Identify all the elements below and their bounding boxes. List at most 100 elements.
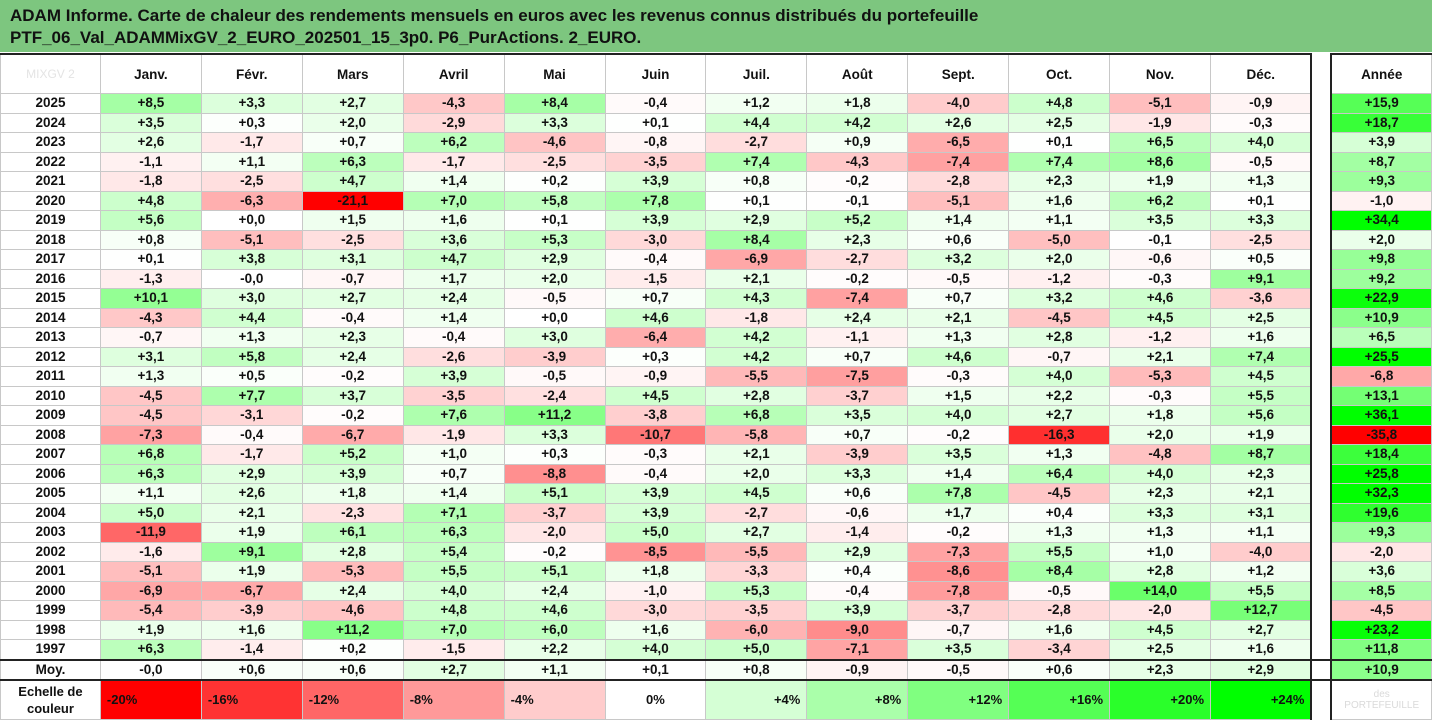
row-label: 1999 [0,600,101,621]
heatmap-cell: -16,3 [1008,424,1111,445]
heatmap-cell: +5,2 [806,210,909,231]
annual-cell: +8,5 [1330,580,1432,601]
heatmap-cell: +0,6 [907,229,1010,250]
heatmap-cell: +3,3 [503,424,606,445]
column-gap [1310,405,1333,425]
heatmap-cell: -2,8 [907,171,1010,192]
heatmap-cell: +4,8 [99,190,202,211]
heatmap-cell: -8,6 [907,561,1010,582]
heatmap-cell: +0,1 [604,112,707,133]
heatmap-cell: +1,3 [200,327,303,348]
color-scale-step-label: +16% [1069,692,1104,707]
color-scale-step-label: -4% [510,692,534,707]
annual-cell: +11,8 [1330,639,1432,660]
heatmap-cell: -6,9 [705,249,808,270]
heatmap-cell: -4,3 [99,307,202,328]
heatmap-cell: +3,9 [604,171,707,192]
annual-cell: -35,8 [1330,424,1432,445]
heatmap-cell: -0,2 [907,424,1010,445]
row-label: 2021 [0,171,101,192]
heatmap-cell: +8,7 [1210,444,1312,465]
row-label: 2022 [0,151,101,172]
column-gap [1310,425,1333,445]
row-label: 1998 [0,619,101,640]
heatmap-cell: -0,3 [1109,268,1212,289]
heatmap-cell: +1,0 [1109,541,1212,562]
heatmap-cell: -0,7 [907,619,1010,640]
heatmap-cell: +2,7 [705,522,808,543]
annual-cell: +25,5 [1330,346,1432,367]
heatmap-cell: +0,0 [503,307,606,328]
heatmap-cell: -3,7 [503,502,606,523]
heatmap-cell: +0,1 [604,658,707,681]
heatmap-cell: -0,5 [503,288,606,309]
heatmap-cell: +5,3 [705,580,808,601]
heatmap-cell: -1,2 [1109,327,1212,348]
heatmap-cell: +8,5 [99,93,202,114]
color-scale-step: +20% [1109,679,1212,720]
heatmap-cell: +8,6 [1109,151,1212,172]
average-row: Moy. -0,0 +0,6 +0,6 +2,7 +1,1 +0,1 +0,8 -0,9 -0,5… [0,658,1432,681]
heatmap-cell: +3,5 [907,444,1010,465]
heatmap-cell: +2,8 [705,385,808,406]
heatmap-cell: +11,2 [301,619,404,640]
heatmap-cell: -3,6 [1210,288,1312,309]
heatmap-cell: +2,8 [1109,561,1212,582]
year-row: 2013 -0,7 +1,3 +2,3 -0,4 +3,0 -6,4 +4,2 -1,1 +1,3… [0,327,1432,348]
annual-cell: -6,8 [1330,366,1432,387]
heatmap-cell: +2,5 [1109,639,1212,660]
heatmap-cell: -2,6 [402,346,505,367]
column-gap [1310,620,1333,640]
heatmap-cell: +2,7 [1210,619,1312,640]
heatmap-cell: -1,7 [402,151,505,172]
heatmap-cell: +3,9 [402,366,505,387]
annual-cell: +2,0 [1330,229,1432,250]
column-gap [1310,230,1333,250]
year-row: 2015 +10,1 +3,0 +2,7 +2,4 -0,5 +0,7 +4,3 -7,4 +0,… [0,288,1432,309]
heatmap-cell: -4,6 [301,600,404,621]
heatmap-cell: -0,5 [907,268,1010,289]
heatmap-cell: -1,1 [806,327,909,348]
year-row: 2016 -1,3 -0,0 -0,7 +1,7 +2,0 -1,5 +2,1 -0,2 -0,5… [0,268,1432,289]
heatmap-cell: -4,3 [806,151,909,172]
column-gap [1310,327,1333,347]
year-row: 1997 +6,3 -1,4 +0,2 -1,5 +2,2 +4,0 +5,0 -7,1 +3,5… [0,639,1432,660]
heatmap-cell: -2,4 [503,385,606,406]
heatmap-cell: +3,0 [200,288,303,309]
heatmap-cell: +6,3 [301,151,404,172]
column-gap [1310,561,1333,581]
heatmap-cell: -3,4 [1008,639,1111,660]
row-label: 2016 [0,268,101,289]
heatmap-cell: -6,7 [301,424,404,445]
heatmap-cell: +1,3 [1008,522,1111,543]
heatmap-cell: +2,3 [1109,483,1212,504]
year-row: 2006 +6,3 +2,9 +3,9 +0,7 -8,8 -0,4 +2,0 +3,3 +1,4… [0,463,1432,484]
color-scale-step: +24% [1210,679,1312,720]
heatmap-cell: +2,0 [1008,249,1111,270]
heatmap-cell: -0,2 [503,541,606,562]
heatmap-cell: -5,5 [705,541,808,562]
heatmap-cell: +14,0 [1109,580,1212,601]
heatmap-cell: -10,7 [604,424,707,445]
heatmap-cell: -0,4 [806,580,909,601]
heatmap-cell: -0,3 [1210,112,1312,133]
month-header: Nov. [1109,53,1212,94]
heatmap-cell: +5,5 [402,561,505,582]
heatmap-cell: -8,5 [604,541,707,562]
heatmap-cell: +1,4 [402,171,505,192]
heatmap-cell: -3,5 [402,385,505,406]
heatmap-cell: +0,4 [806,561,909,582]
heatmap-cell: -3,9 [806,444,909,465]
month-header: Mars [301,53,404,94]
heatmap-cell: +5,5 [1210,385,1312,406]
heatmap-cell: +2,6 [907,112,1010,133]
row-label: Moy. [0,658,101,681]
heatmap-cell: -7,3 [99,424,202,445]
heatmap-cell: +2,8 [1008,327,1111,348]
heatmap-cell: -4,0 [907,93,1010,114]
column-gap [1310,347,1333,367]
heatmap-cell: +5,0 [705,639,808,660]
heatmap-cell: +5,6 [1210,405,1312,426]
heatmap-cell: -7,4 [806,288,909,309]
year-row: 2018 +0,8 -5,1 -2,5 +3,6 +5,3 -3,0 +8,4 +2,3 +0,6… [0,229,1432,250]
